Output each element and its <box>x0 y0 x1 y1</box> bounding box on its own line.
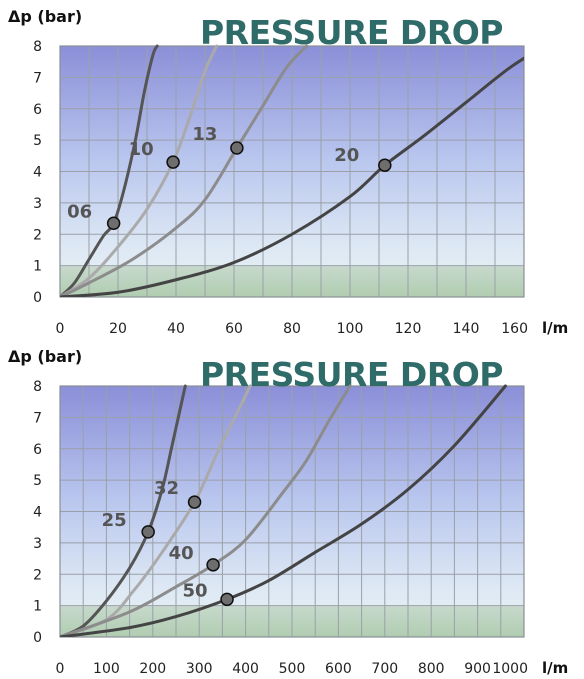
series-label-40: 40 <box>169 543 194 564</box>
y-tick-label: 8 <box>33 379 42 395</box>
x-tick-label: 0 <box>56 321 65 337</box>
y-tick-label: 2 <box>33 567 42 583</box>
y-tick-label: 4 <box>33 165 42 181</box>
x-tick-label: 700 <box>371 661 398 677</box>
series-label-25: 25 <box>102 510 127 531</box>
y-tick-label: 5 <box>33 133 42 149</box>
y-tick-label: 8 <box>33 39 42 55</box>
y-tick-label: 6 <box>33 102 42 118</box>
series-line-13 <box>60 44 308 297</box>
series-label-20: 20 <box>334 145 359 166</box>
x-tick-label: 1000 <box>492 661 528 677</box>
x-tick-label: 100 <box>93 661 120 677</box>
series-line-20 <box>60 56 524 297</box>
x-tick-label: 400 <box>232 661 259 677</box>
y-tick-label: 7 <box>33 410 42 426</box>
y-tick-label: 1 <box>33 259 42 275</box>
x-tick-label: 600 <box>325 661 352 677</box>
chart-2: 0 1 2 3 4 5 6 7 8 0 100 200 300 400 500 600 700 800 900 100… <box>8 347 568 677</box>
x-tick-label: 0 <box>56 661 65 677</box>
y-tick-label: 0 <box>33 290 42 306</box>
chart-title: PRESSURE DROP <box>200 355 503 394</box>
series-line-10 <box>60 44 219 297</box>
series-marker-50 <box>220 592 234 607</box>
series-label-50: 50 <box>183 580 208 601</box>
series-label-32: 32 <box>154 478 179 499</box>
series-marker-40 <box>206 558 220 572</box>
y-tick-label: 3 <box>33 536 42 552</box>
x-tick-label: 80 <box>283 321 301 337</box>
series-marker-06 <box>106 216 121 231</box>
series-line-32 <box>60 384 252 637</box>
series-marker-25 <box>141 525 155 539</box>
series-marker-13 <box>230 141 244 155</box>
plot-frame <box>59 45 525 298</box>
y-axis-label: Δp (bar) <box>8 347 82 366</box>
y-tick-label: 1 <box>33 599 42 615</box>
y-tick-label: 2 <box>33 227 42 243</box>
series-label-06: 06 <box>67 201 92 222</box>
series-label-10: 10 <box>129 139 154 160</box>
y-tick-label: 4 <box>33 505 42 521</box>
x-tick-label: 200 <box>139 661 166 677</box>
x-tick-label: 20 <box>109 321 127 337</box>
x-axis-unit: l/m <box>542 659 568 677</box>
x-tick-label: 160 <box>501 321 528 337</box>
x-tick-label: 60 <box>225 321 243 337</box>
x-tick-label: 140 <box>453 321 480 337</box>
x-tick-label: 100 <box>337 321 364 337</box>
y-tick-label: 5 <box>33 473 42 489</box>
y-tick-label: 6 <box>33 442 42 458</box>
x-tick-label: 900 <box>464 661 491 677</box>
x-tick-label: 800 <box>418 661 445 677</box>
plot-frame <box>59 385 525 638</box>
x-tick-label: 500 <box>279 661 306 677</box>
y-tick-label: 7 <box>33 70 42 86</box>
series-line-40 <box>60 384 352 637</box>
y-tick-label: 0 <box>33 630 42 646</box>
series-marker-32 <box>187 495 202 509</box>
series-marker-20 <box>378 158 392 172</box>
series-line-06 <box>60 44 159 297</box>
x-axis-unit: l/m <box>542 319 568 337</box>
y-tick-label: 3 <box>33 196 42 212</box>
y-axis-label: Δp (bar) <box>8 7 82 26</box>
x-tick-label: 300 <box>186 661 213 677</box>
series-label-13: 13 <box>192 124 217 145</box>
x-tick-label: 120 <box>395 321 422 337</box>
series-line-50 <box>60 384 507 637</box>
series-marker-10 <box>166 155 180 169</box>
chart-title: PRESSURE DROP <box>200 13 503 52</box>
x-tick-label: 40 <box>167 321 185 337</box>
